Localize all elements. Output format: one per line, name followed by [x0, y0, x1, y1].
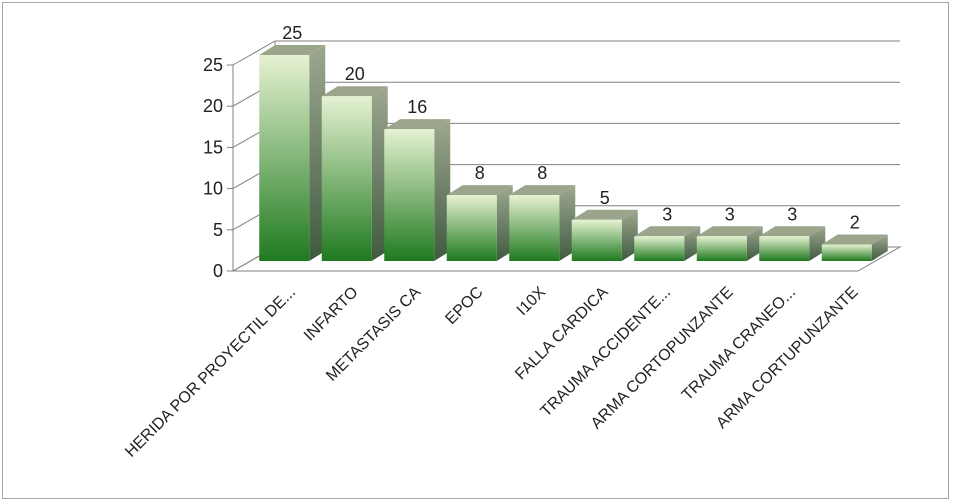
- data-label: 3: [662, 204, 672, 224]
- y-tick-label: 0: [213, 261, 223, 281]
- bars: [259, 45, 888, 261]
- y-tick-label: 10: [203, 179, 223, 199]
- y-tick-label: 15: [203, 137, 223, 157]
- bar-front: [696, 236, 747, 261]
- bar-side: [809, 226, 826, 261]
- category-label: HERIDA POR PROYECTIL DE...: [122, 284, 299, 461]
- bar: [759, 226, 826, 261]
- bar-top: [259, 45, 326, 55]
- bar-top: [384, 119, 451, 130]
- value-axis: 0 5 10 15 20 25: [203, 55, 234, 281]
- bar-side: [496, 185, 513, 261]
- bar: [446, 185, 513, 261]
- category-label: TRAUMA CRANEO...: [679, 284, 799, 404]
- category-label: I10X: [514, 284, 550, 320]
- bar-side: [371, 86, 388, 261]
- data-label: 2: [850, 213, 860, 233]
- gridline-depth: [232, 40, 276, 66]
- data-label: 16: [407, 97, 427, 117]
- bar-front: [634, 236, 685, 261]
- bar-top: [509, 185, 576, 196]
- bar-top: [696, 226, 763, 237]
- bar-top: [759, 226, 826, 237]
- data-label: 3: [725, 204, 735, 224]
- bar: [384, 119, 451, 261]
- category-label: INFARTO: [301, 284, 362, 345]
- data-label: 20: [345, 64, 365, 84]
- bar-front: [446, 195, 497, 261]
- bar-top: [634, 226, 701, 237]
- bar-front: [259, 55, 310, 261]
- bar: [321, 86, 388, 261]
- bar-front: [571, 219, 622, 261]
- category-label: EPOC: [442, 284, 486, 328]
- bar-side: [559, 185, 576, 261]
- bar-side: [434, 119, 451, 261]
- bar-side: [871, 234, 888, 261]
- data-label: 8: [475, 163, 485, 183]
- bar-front: [759, 236, 810, 261]
- bar-front: [821, 244, 872, 261]
- bar-side: [684, 226, 701, 261]
- bar: [259, 45, 326, 261]
- y-tick-label: 20: [203, 96, 223, 116]
- data-labels: 25 20 16 8 8 5 3 3 3 2: [282, 23, 860, 233]
- y-tick-label: 25: [203, 55, 223, 75]
- bar-front: [509, 195, 560, 261]
- bar-front: [384, 129, 435, 261]
- bar: [821, 234, 888, 261]
- bar-side: [309, 45, 326, 261]
- bar-top: [446, 185, 513, 196]
- data-label: 5: [600, 188, 610, 208]
- bar-chart: 0 5 10 15 20 25 25 20 16 8 8 5 3 3 3 2 HERIDA POR PROY…: [122, 23, 902, 461]
- bar-top: [571, 209, 638, 220]
- bar-top: [821, 234, 888, 245]
- data-label: 25: [282, 23, 302, 43]
- data-label: 3: [787, 204, 797, 224]
- bar-front: [321, 96, 372, 261]
- data-label: 8: [537, 163, 547, 183]
- bar-top: [321, 86, 388, 97]
- bar: [571, 209, 638, 261]
- bar: [634, 226, 701, 261]
- y-tick-label: 5: [213, 220, 223, 240]
- category-labels: HERIDA POR PROYECTIL DE... INFARTOMETASTA…: [122, 284, 861, 461]
- bar: [509, 185, 576, 261]
- bar-side: [746, 226, 763, 261]
- category-label: TRAUMA ACCIDENTE...: [538, 284, 674, 420]
- bar-side: [621, 209, 638, 261]
- bar: [696, 226, 763, 261]
